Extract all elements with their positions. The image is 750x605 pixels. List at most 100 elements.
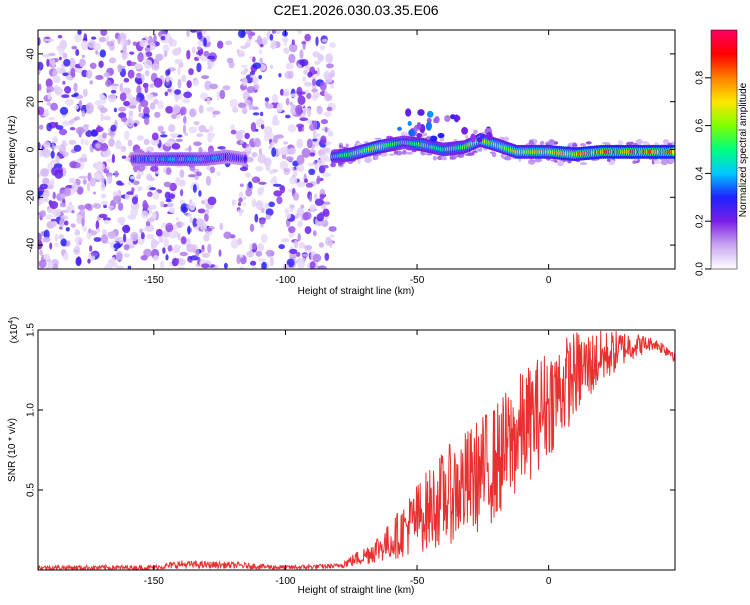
noise-cell [271, 30, 276, 34]
noise-cell [268, 145, 273, 150]
noise-cell [181, 222, 185, 226]
spectrogram-x-label: Height of straight line (km) [298, 286, 415, 297]
noise-cell [196, 46, 202, 50]
noise-cell [47, 184, 54, 190]
noise-cell [321, 38, 328, 43]
noise-cell [218, 249, 222, 257]
halo-cell [374, 155, 379, 160]
noise-cell [246, 86, 256, 94]
ridge-spur [430, 135, 438, 142]
noise-cell [62, 80, 66, 85]
noise-cell [223, 231, 232, 239]
noise-cell [255, 250, 263, 257]
noise-cell [44, 197, 49, 203]
noise-cell [295, 213, 300, 219]
noise-cell [256, 35, 262, 46]
noise-cell [153, 98, 159, 105]
noise-cell [304, 226, 312, 235]
ridge-spur [416, 122, 422, 130]
noise-cell [157, 100, 164, 109]
noise-cell [182, 98, 191, 104]
noise-cell [122, 224, 131, 234]
spectrogram-ticks: -150 -100 -50 0 -40 -20 0 20 40 [26, 30, 675, 286]
noise-cell [123, 47, 127, 55]
noise-cell [50, 102, 58, 111]
noise-cell [212, 110, 221, 115]
noise-cell [95, 143, 101, 149]
noise-cell [144, 69, 150, 77]
noise-cell [77, 30, 82, 35]
noise-cell [40, 168, 49, 177]
figure-title: C2E1.2026.030.03.35.E06 [273, 2, 438, 18]
ridge-spur [433, 117, 438, 124]
noise-cell [149, 41, 156, 51]
noise-cell [250, 122, 257, 132]
colorbar-label: Normalized spectral amplitude [738, 82, 749, 217]
noise-cell [59, 106, 69, 115]
noise-cell [289, 248, 298, 255]
noise-cell [99, 49, 107, 58]
ridge-core [671, 149, 675, 155]
noise-cell [62, 52, 68, 59]
noise-cell [53, 75, 61, 84]
noise-cell [98, 213, 108, 219]
noise-cell [142, 200, 148, 210]
noise-cell [303, 70, 308, 75]
noise-cell [192, 218, 198, 228]
noise-cell [265, 214, 271, 220]
halo-cell [363, 141, 369, 144]
noise-cell [89, 177, 96, 187]
noise-cell [79, 157, 88, 163]
noise-cell [327, 130, 334, 137]
noise-cell [160, 134, 168, 138]
noise-cell [42, 54, 51, 58]
colorbar-tick-label: 0.6 [695, 118, 706, 132]
noise-cell [118, 112, 127, 119]
noise-cell [238, 191, 244, 199]
noise-cell [87, 182, 90, 192]
ridge-spur [397, 126, 402, 131]
halo-cell [504, 136, 508, 142]
noise-cell [48, 116, 56, 121]
noise-cell [186, 49, 191, 60]
noise-cell [50, 150, 55, 159]
noise-cell [326, 95, 332, 101]
noise-cell [64, 86, 72, 94]
noise-cell [164, 50, 168, 58]
halo-cell [654, 160, 661, 165]
noise-cell [216, 171, 221, 176]
ridge-spur [461, 126, 469, 135]
noise-cell [240, 64, 248, 68]
noise-cell [164, 91, 168, 97]
noise-cell [143, 248, 153, 257]
noise-cell [298, 241, 305, 249]
noise-cell [121, 155, 127, 159]
snr-y-scale-exp: 4 [8, 320, 15, 324]
noise-cell [123, 253, 130, 258]
halo-cell [330, 162, 336, 168]
noise-cell [249, 243, 254, 251]
noise-cell [297, 95, 306, 106]
noise-cell [244, 146, 252, 152]
noise-cell [147, 217, 155, 223]
noise-cell [71, 210, 75, 214]
noise-cell [307, 71, 313, 78]
noise-cell [153, 77, 163, 88]
noise-cell [66, 240, 71, 247]
noise-cell [111, 86, 118, 91]
noise-cell [155, 53, 164, 62]
noise-cell [237, 202, 242, 207]
noise-cell [240, 140, 244, 145]
noise-cell [271, 147, 277, 158]
noise-cell [64, 187, 71, 197]
noise-cell [53, 145, 62, 149]
snr-x-tick-label: 0 [546, 576, 552, 587]
noise-cell [46, 86, 55, 93]
noise-cell [136, 174, 142, 180]
ridge-spur [426, 117, 432, 123]
noise-cell [275, 134, 284, 139]
noise-cell [89, 62, 97, 69]
colorbar-scale [710, 29, 738, 270]
noise-cell [68, 139, 77, 145]
halo-cell [456, 154, 462, 158]
